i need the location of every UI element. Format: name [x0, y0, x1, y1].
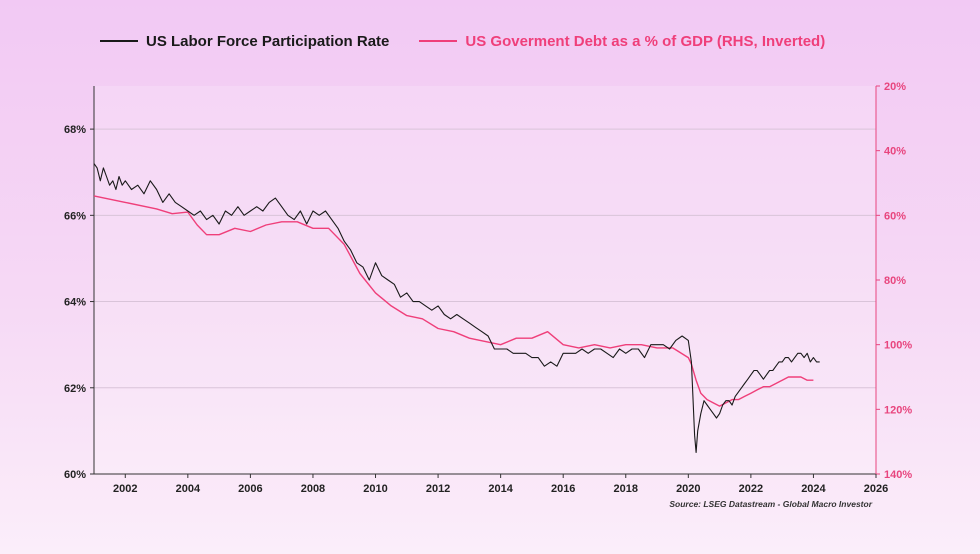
x-tick-label: 2014 [488, 483, 513, 495]
y-right-tick-label: 140% [884, 469, 912, 481]
y-left-tick-label: 68% [64, 124, 86, 136]
series-line-lfpr [93, 163, 820, 453]
x-tick-label: 2004 [176, 483, 201, 495]
y-left-tick-label: 66% [64, 210, 86, 222]
x-tick-label: 2026 [864, 483, 888, 495]
plot-area [94, 86, 876, 474]
y-right-tick-label: 100% [884, 340, 912, 352]
legend-label-debt: US Goverment Debt as a % of GDP (RHS, In… [465, 32, 826, 50]
x-tick-label: 2016 [551, 483, 575, 495]
x-tick-label: 2010 [363, 483, 387, 495]
x-tick-label: 2006 [238, 483, 262, 495]
x-tick-label: 2024 [801, 483, 826, 495]
y-left-tick-label: 64% [64, 297, 86, 309]
y-right-tick-label: 60% [884, 210, 906, 222]
source-note: Source: LSEG Datastream - Global Macro I… [669, 499, 872, 509]
y-right-tick-label: 80% [884, 275, 906, 287]
x-tick-label: 2022 [739, 483, 763, 495]
y-right-tick-label: 20% [884, 81, 906, 93]
legend-swatch-debt [419, 40, 458, 42]
y-left-tick-label: 60% [64, 469, 86, 481]
y-right-tick-label: 120% [884, 404, 912, 416]
x-tick-label: 2002 [113, 483, 137, 495]
y-right-tick-label: 40% [884, 146, 906, 158]
legend: US Labor Force Participation Rate US Gov… [100, 30, 855, 52]
legend-item-debt: US Goverment Debt as a % of GDP (RHS, In… [419, 33, 825, 50]
y-left-tick-label: 62% [64, 383, 86, 395]
legend-label-lfpr: US Labor Force Participation Rate [146, 32, 390, 50]
legend-swatch-lfpr [100, 40, 138, 42]
x-tick-label: 2012 [426, 483, 450, 495]
x-tick-label: 2020 [676, 483, 700, 495]
legend-item-lfpr: US Labor Force Participation Rate [100, 33, 389, 50]
x-tick-label: 2018 [614, 483, 638, 495]
series-line-debt [93, 195, 814, 407]
x-tick-label: 2008 [301, 483, 325, 495]
